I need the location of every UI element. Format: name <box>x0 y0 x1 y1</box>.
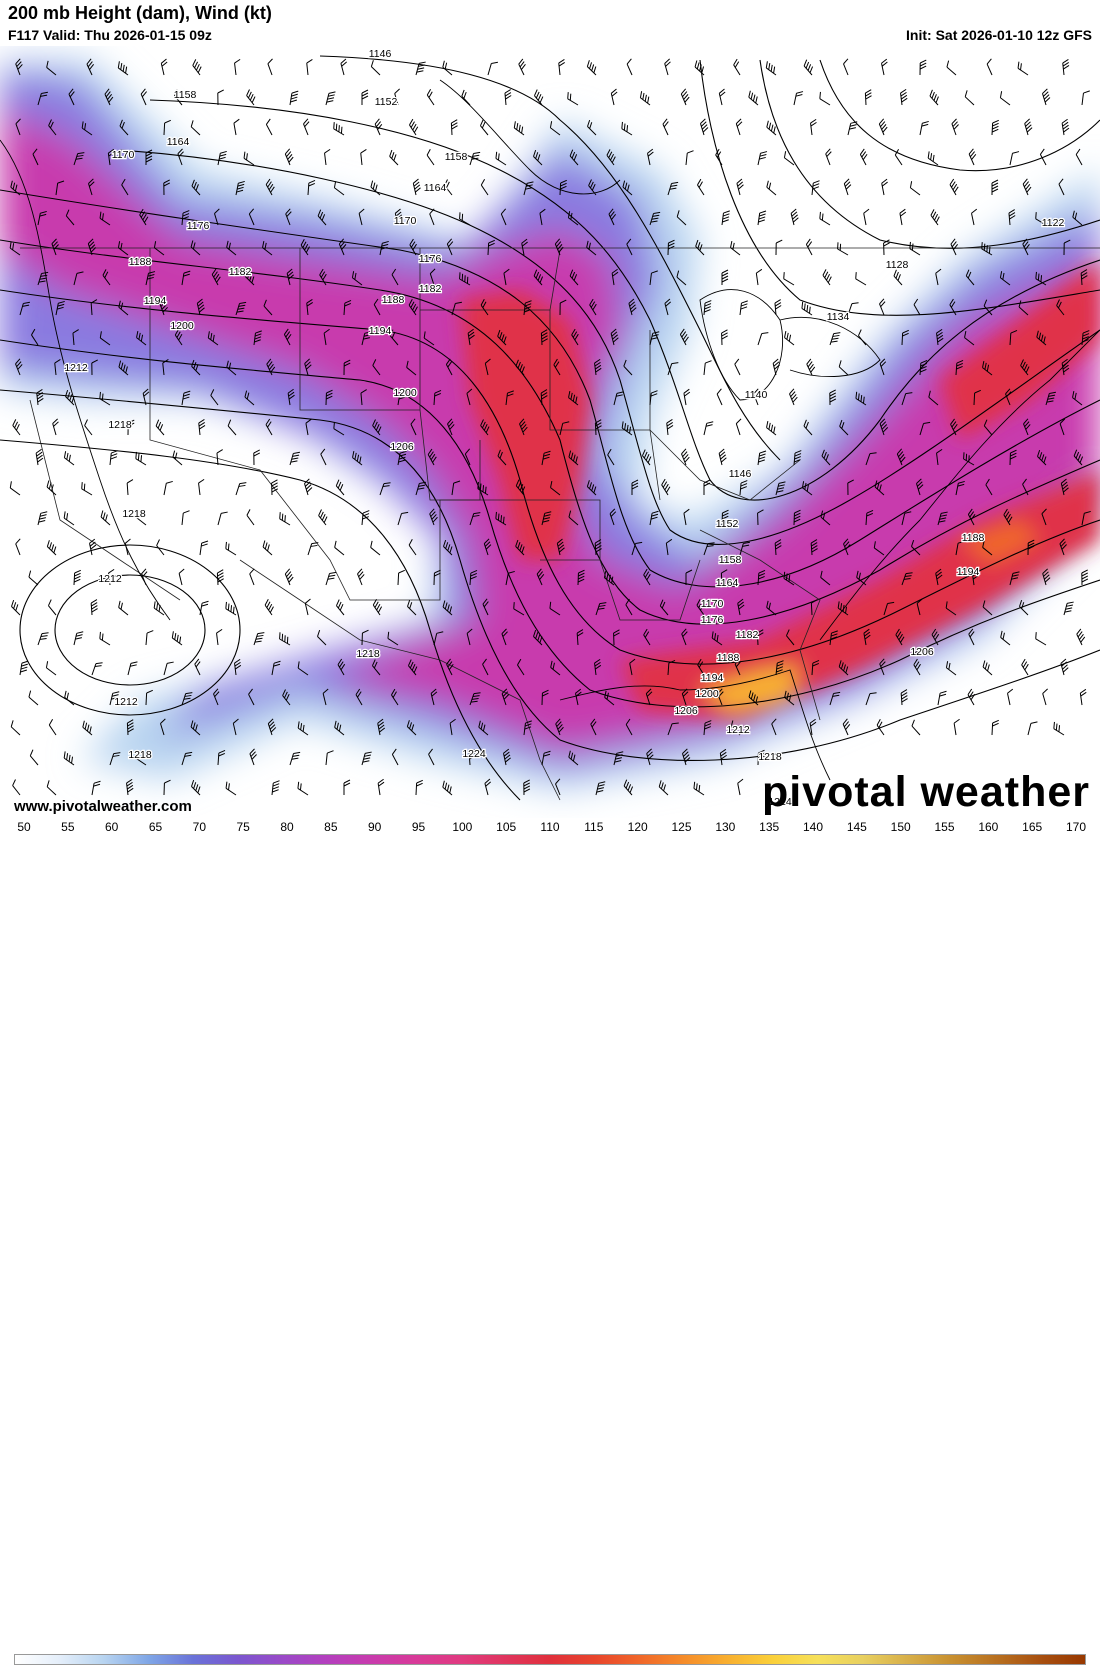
contour-label: 1140 <box>745 389 768 401</box>
contour-label: 1164 <box>167 136 190 148</box>
contour-label: 1158 <box>719 554 742 566</box>
contour-label: 1146 <box>369 48 392 60</box>
contour-label: 1188 <box>962 532 985 544</box>
scale-tick-label: 130 <box>715 820 735 834</box>
contour-label: 1170 <box>701 598 724 610</box>
scale-tick-label: 50 <box>17 820 30 834</box>
scale-tick-label: 120 <box>628 820 648 834</box>
website-url[interactable]: www.pivotalweather.com <box>14 798 192 815</box>
contour-label: 1176 <box>419 253 442 265</box>
scale-tick-label: 100 <box>452 820 472 834</box>
scale-tick-label: 55 <box>61 820 74 834</box>
contour-label: 1134 <box>827 311 850 323</box>
contour-label: 1212 <box>64 362 88 374</box>
contour-label: 1182 <box>419 283 442 295</box>
contour-label: 1188 <box>129 256 152 268</box>
scale-tick-label: 80 <box>280 820 293 834</box>
scale-tick-label: 125 <box>671 820 691 834</box>
contour-label: 1170 <box>394 215 417 227</box>
init-time: Init: Sat 2026-01-10 12z GFS <box>906 27 1092 43</box>
contour-label: 1194 <box>369 325 392 337</box>
contour-label: 1218 <box>758 751 782 763</box>
map-title: 200 mb Height (dam), Wind (kt) <box>8 3 272 24</box>
contour-label: 1206 <box>674 705 698 717</box>
contour-label: 1170 <box>112 149 135 161</box>
contour-label: 1218 <box>108 419 132 431</box>
contour-label: 1164 <box>716 577 739 589</box>
contour-label: 1212 <box>98 573 122 585</box>
contour-label: 1152 <box>716 518 739 530</box>
contour-label: 1200 <box>695 688 719 700</box>
contour-label: 1182 <box>229 266 252 278</box>
contour-label: 1218 <box>122 508 146 520</box>
scale-tick-label: 85 <box>324 820 337 834</box>
brand-logo: pivotal weather <box>762 768 1090 817</box>
contour-label: 1182 <box>736 629 759 641</box>
contour-label: 1212 <box>726 724 750 736</box>
scale-tick-label: 105 <box>496 820 516 834</box>
valid-time: F117 Valid: Thu 2026-01-15 09z <box>8 27 212 43</box>
contour-label: 1212 <box>114 696 138 708</box>
scale-tick-label: 170 <box>1066 820 1086 834</box>
contour-label: 1158 <box>174 89 197 101</box>
contour-label: 1218 <box>128 749 152 761</box>
scale-tick-label: 90 <box>368 820 381 834</box>
scale-tick-label: 135 <box>759 820 779 834</box>
contour-label: 1194 <box>701 672 724 684</box>
scale-tick-label: 140 <box>803 820 823 834</box>
scale-tick-label: 115 <box>584 820 603 834</box>
color-scale: 50 55 60 65 70 75 80 85 90 95 100 105 110 115 120 125 13… <box>0 818 1100 850</box>
scale-tick-label: 145 <box>847 820 867 834</box>
contour-label: 1176 <box>701 614 724 626</box>
contour-label: 1152 <box>375 96 398 108</box>
scale-tick-label: 150 <box>891 820 911 834</box>
scale-tick-label: 60 <box>105 820 118 834</box>
contour-label: 1200 <box>170 320 194 332</box>
contour-label: 1194 <box>957 566 980 578</box>
scale-tick-label: 70 <box>193 820 206 834</box>
scale-tick-label: 165 <box>1022 820 1042 834</box>
contour-label: 1218 <box>356 648 380 660</box>
contour-label: 1188 <box>382 294 405 306</box>
color-bar <box>14 1654 1086 1665</box>
contour-label: 1164 <box>424 182 447 194</box>
map-canvas: 1146 1152 1158 1158 1164 1164 1170 1170 1176 1176… <box>0 46 1100 818</box>
contour-label: 1176 <box>187 220 210 232</box>
scale-tick-label: 75 <box>236 820 249 834</box>
scale-tick-label: 110 <box>540 820 559 834</box>
scale-tick-label: 65 <box>149 820 162 834</box>
contour-label: 1122 <box>1042 217 1065 229</box>
contour-label: 1128 <box>886 259 909 271</box>
contour-label: 1200 <box>393 387 417 399</box>
header-bar: 200 mb Height (dam), Wind (kt) F117 Vali… <box>0 0 1100 46</box>
contour-label: 1224 <box>462 748 486 760</box>
scale-tick-label: 155 <box>934 820 954 834</box>
contour-label: 1194 <box>144 295 167 307</box>
contour-label: 1206 <box>910 646 934 658</box>
contour-label: 1146 <box>729 468 752 480</box>
scale-tick-label: 95 <box>412 820 425 834</box>
contour-label: 1188 <box>717 652 740 664</box>
contour-label: 1206 <box>390 441 414 453</box>
contour-label: 1158 <box>445 151 468 163</box>
scale-tick-label: 160 <box>978 820 998 834</box>
weather-map[interactable]: 1146 1152 1158 1158 1164 1164 1170 1170 1176 1176… <box>0 46 1100 818</box>
